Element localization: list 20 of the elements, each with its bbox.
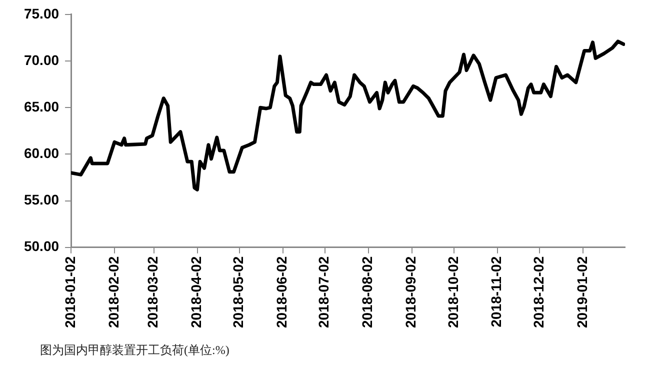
x-tick-label: 2018-01-02 (62, 256, 78, 328)
x-tick-label: 2018-04-02 (188, 256, 204, 328)
x-tick-label: 2018-06-02 (274, 256, 290, 328)
y-tick-label: 50.00 (24, 238, 60, 254)
x-tick-label: 2018-05-02 (230, 256, 246, 328)
x-tick-label: 2018-02-02 (105, 256, 122, 328)
text: 图为国内甲醇装置开工负荷(单位:%) (40, 342, 230, 359)
x-tick-label: 2018-03-02 (144, 256, 161, 328)
y-tick-label: 65.00 (24, 98, 60, 114)
y-tick-label: 75.00 (24, 5, 60, 22)
x-tick-label: 2018-09-02 (402, 256, 419, 328)
x-tick-label: 2018-07-02 (316, 256, 332, 328)
x-tick-label: 2018-10-02 (444, 256, 461, 328)
x-tick-label: 2018-11-02 (488, 256, 504, 328)
y-tick-label: 70.00 (24, 52, 60, 68)
x-tick-label: 2018-08-02 (359, 256, 376, 328)
y-tick-label: 55.00 (24, 192, 60, 208)
x-tick-label: 2019-01-02 (574, 256, 590, 328)
y-tick-label: 60.00 (24, 145, 60, 162)
x-tick-label: 2018-12-02 (530, 256, 546, 328)
